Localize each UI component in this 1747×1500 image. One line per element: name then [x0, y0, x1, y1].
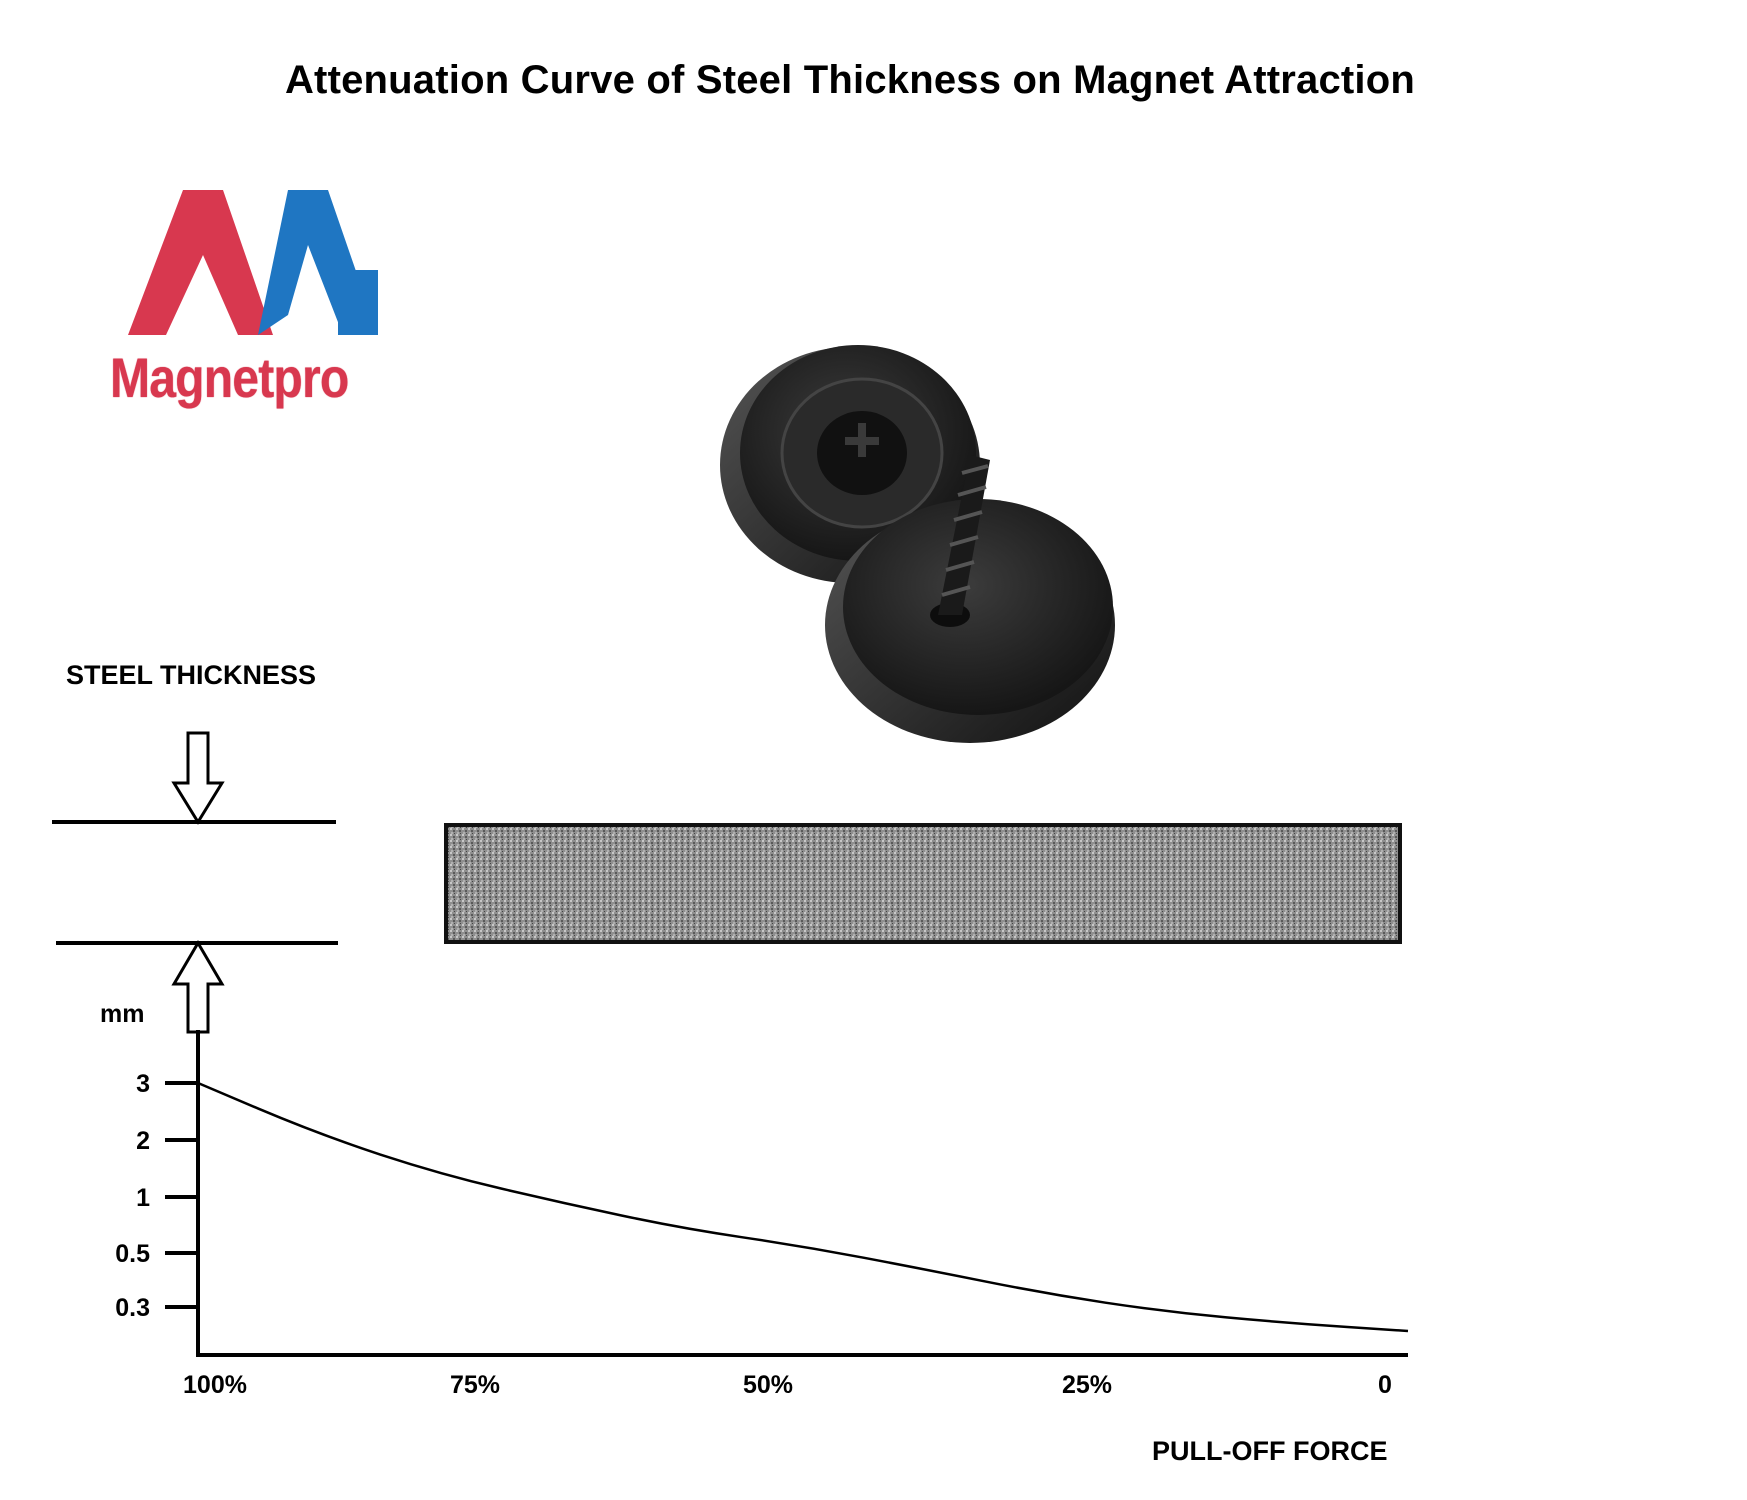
y-tick-label: 1	[136, 1184, 150, 1212]
x-tick-label: 100%	[183, 1371, 247, 1399]
down-arrow-icon	[171, 731, 225, 825]
magnet-with-screw-image	[720, 345, 1115, 743]
steel-plate	[444, 823, 1402, 944]
steel-thickness-label: STEEL THICKNESS	[66, 660, 317, 690]
y-tick-label: 0.3	[115, 1294, 150, 1322]
up-arrow-icon	[171, 940, 225, 1034]
chart-title: Attenuation Curve of Steel Thickness on …	[284, 58, 1416, 102]
x-tick-label: 0	[1378, 1371, 1392, 1399]
magnetpro-logo-icon	[128, 190, 378, 335]
y-tick-label: 2	[136, 1127, 150, 1155]
x-tick-label: 25%	[1062, 1371, 1112, 1399]
y-tick-label: 3	[136, 1070, 150, 1098]
x-axis-title: PULL-OFF FORCE	[1152, 1436, 1388, 1466]
y-tick-label: 0.5	[115, 1240, 150, 1268]
attenuation-curve	[197, 1081, 1409, 1333]
y-axis-label: mm	[100, 1000, 145, 1028]
x-tick-label: 75%	[450, 1371, 500, 1399]
logo-text: Magnetpro	[110, 346, 349, 409]
x-tick-label: 50%	[743, 1371, 793, 1399]
